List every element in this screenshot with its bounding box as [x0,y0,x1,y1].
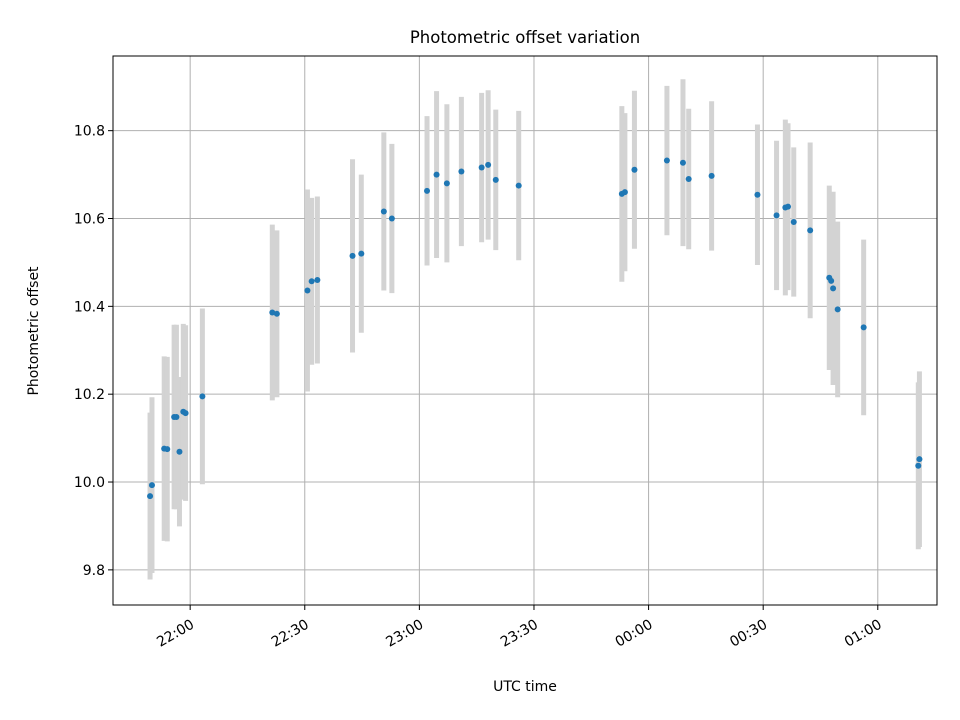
data-point [358,250,365,257]
data-point [754,191,761,198]
data-point [349,252,356,259]
data-points [147,157,923,500]
data-point [199,393,206,400]
data-point [388,215,395,222]
data-point [708,172,715,179]
data-point [380,208,387,215]
data-point [860,324,867,331]
data-point [915,462,922,469]
data-point [182,410,189,417]
x-axis-label: UTC time [493,679,557,695]
data-point [631,166,638,173]
data-point [492,176,499,183]
data-point [785,203,792,210]
y-tick-label: 9.8 [83,563,105,579]
y-tick-label: 10.8 [74,124,105,140]
y-tick-label: 10.6 [74,212,105,228]
data-point [621,189,628,196]
data-point [176,448,183,455]
data-point [304,287,311,294]
data-point [515,182,522,189]
data-point [164,446,171,453]
y-axis: 9.8 10.0 10.2 10.4 10.6 10.8 [74,124,113,579]
data-point [807,227,814,234]
plot-frame [112,55,938,606]
y-axis-label: Photometric offset [26,266,42,396]
y-tick-label: 10.2 [74,387,105,403]
data-point [663,157,670,164]
data-point [148,482,155,489]
data-point [679,159,686,166]
data-point [828,277,835,284]
data-point [269,309,276,316]
data-point [273,310,280,317]
data-point [147,493,154,500]
y-tick-label: 10.4 [74,299,105,315]
data-point [314,276,321,283]
data-point [685,175,692,182]
y-tick-label: 10.0 [74,475,105,491]
data-point [916,456,923,463]
data-point [424,187,431,194]
data-point [308,278,315,285]
data-point [830,285,837,292]
data-point [790,219,797,226]
data-point [443,180,450,187]
data-point [834,306,841,313]
grid [113,56,937,605]
data-point [478,164,485,171]
data-point [173,414,180,421]
data-point [773,212,780,219]
data-point [485,161,492,168]
data-point [458,168,465,175]
data-point [433,171,440,178]
chart-title: Photometric offset variation [410,28,640,47]
